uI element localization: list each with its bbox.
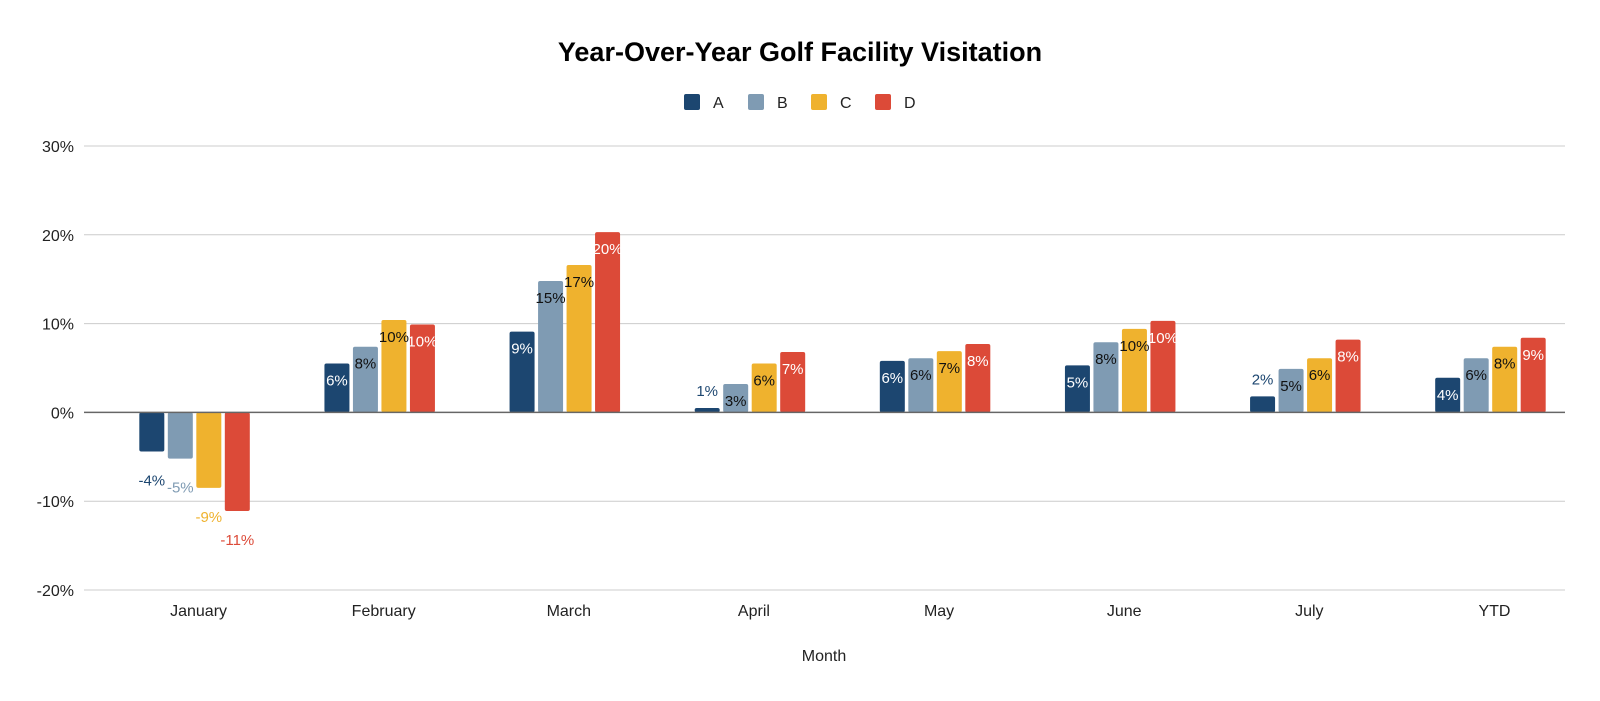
data-label: 1% <box>696 383 718 400</box>
x-axis-title: Month <box>802 648 846 665</box>
bar <box>224 412 250 511</box>
x-tick-label: January <box>170 603 227 620</box>
data-label: 15% <box>536 290 566 307</box>
data-label: 10% <box>379 329 409 346</box>
data-label: 10% <box>1119 338 1149 355</box>
bar <box>139 412 165 452</box>
data-label: 6% <box>1465 367 1487 384</box>
data-label: 8% <box>1095 351 1117 368</box>
data-label: 4% <box>1437 387 1459 404</box>
bar <box>1093 342 1119 413</box>
bar <box>1520 337 1546 413</box>
bar <box>196 412 222 488</box>
data-labels: -4% -5%-9%-11%6%8%10%10% 9%15%17%20%1%3%6%… <box>138 241 1544 549</box>
legend-label: A <box>713 95 724 112</box>
legend-label: C <box>840 95 852 112</box>
legend-swatch <box>875 94 891 110</box>
bar <box>1250 396 1276 413</box>
bar <box>1064 365 1090 413</box>
x-tick-label: February <box>352 603 416 620</box>
x-tick-label: June <box>1107 603 1142 620</box>
y-tick-label: 30% <box>42 139 74 156</box>
data-label: -5% <box>167 480 194 497</box>
bar <box>566 264 592 413</box>
data-label: 6% <box>1309 367 1331 384</box>
bar <box>538 280 564 413</box>
y-tick-label: -20% <box>37 583 74 600</box>
bar <box>1307 358 1333 413</box>
data-label: 8% <box>967 353 989 370</box>
bar <box>409 324 435 413</box>
y-tick-label: 20% <box>42 228 74 245</box>
data-label: 9% <box>1522 347 1544 364</box>
bar <box>1278 368 1304 413</box>
data-label: -11% <box>220 532 254 549</box>
bar <box>936 351 962 413</box>
x-tick-label: March <box>547 603 591 620</box>
bar <box>1121 328 1147 413</box>
data-label: 10% <box>1148 330 1178 347</box>
legend-swatch <box>748 94 764 110</box>
data-label: 8% <box>1494 356 1516 373</box>
bar <box>1335 339 1361 413</box>
bars <box>139 232 1546 511</box>
data-label: 2% <box>1252 371 1274 388</box>
legend-swatch <box>684 94 700 110</box>
data-label: 6% <box>881 370 903 387</box>
y-tick-label: 10% <box>42 317 74 334</box>
data-label: 8% <box>355 356 377 373</box>
bar <box>167 412 193 459</box>
bar <box>595 232 621 413</box>
legend-label: D <box>904 95 916 112</box>
data-label: 5% <box>1067 374 1089 391</box>
x-tick-label: May <box>924 603 954 620</box>
y-tick-label: -10% <box>37 494 74 511</box>
bar <box>908 358 934 413</box>
data-label: 10% <box>407 333 437 350</box>
chart-title: Year-Over-Year Golf Facility Visitation <box>558 37 1042 67</box>
bar <box>879 360 905 413</box>
bar <box>694 407 720 413</box>
legend: A B C D <box>684 94 916 112</box>
data-label: 9% <box>511 341 533 358</box>
bar <box>352 346 378 413</box>
data-label: 7% <box>938 360 960 377</box>
bar <box>1150 320 1176 413</box>
data-label: 17% <box>564 274 594 291</box>
bar <box>381 320 407 413</box>
bar <box>751 363 777 413</box>
bar <box>1463 358 1489 413</box>
y-tick-label: 0% <box>51 405 74 422</box>
gridlines <box>84 145 1565 591</box>
bar <box>509 331 535 413</box>
legend-label: B <box>777 95 788 112</box>
data-label: 6% <box>326 373 348 390</box>
bar <box>324 363 350 413</box>
x-tick-label: April <box>738 603 770 620</box>
bar <box>965 344 991 413</box>
bar <box>723 383 749 413</box>
data-label: 20% <box>593 241 623 258</box>
bar <box>1435 377 1461 413</box>
data-label: 8% <box>1337 349 1359 366</box>
bar <box>780 352 806 413</box>
data-label: 6% <box>910 367 932 384</box>
x-tick-label: July <box>1295 603 1323 620</box>
data-label: -4% <box>138 472 165 489</box>
x-axis: January February March April May June July YTD <box>84 411 1565 620</box>
data-label: 7% <box>782 361 804 378</box>
y-axis: 30% 20% 10% 0% -10% -20% <box>37 139 74 600</box>
data-label: -9% <box>195 509 222 526</box>
legend-swatch <box>811 94 827 110</box>
data-label: 6% <box>753 373 775 390</box>
bar <box>1492 346 1518 413</box>
data-label: 3% <box>725 393 747 410</box>
data-label: 5% <box>1280 378 1302 395</box>
x-tick-label: YTD <box>1478 603 1510 620</box>
